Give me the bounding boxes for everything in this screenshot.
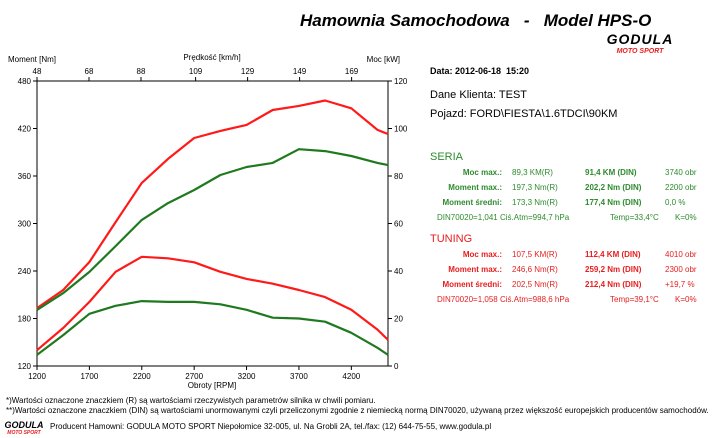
y2-tick-label: 0	[394, 362, 399, 371]
x-tick-label: 1700	[80, 372, 98, 381]
producer: Producent Hamowni: GODULA MOTO SPORT Nie…	[50, 422, 491, 431]
result-cell: 197,3 Nm(R)	[512, 183, 558, 192]
plot-frame	[36, 80, 389, 367]
result-cell: Moc max.:	[463, 168, 502, 177]
condition: Ciś.Atm=994,7 hPa	[500, 213, 570, 222]
result-cell: 4010 obr	[665, 250, 697, 259]
footer-logo-tagline: MOTO SPORT	[7, 430, 41, 436]
series-line	[36, 255, 389, 352]
y2-tick-label: 80	[394, 172, 403, 181]
result-cell: 2300 obr	[665, 265, 697, 274]
series-line	[36, 148, 389, 311]
x-tick-label: 4200	[342, 372, 360, 381]
result-cell: Moment średni:	[442, 280, 502, 289]
condition: Temp=33,4°C	[610, 213, 659, 222]
x2-tick-label: 88	[137, 67, 146, 76]
y2-tick-label: 60	[394, 220, 403, 229]
y-tick-label: 240	[18, 267, 32, 276]
x-tick-label: 2700	[185, 372, 203, 381]
y2-axis-title: Moc [kW]	[367, 55, 400, 64]
x-tick-label: 3200	[238, 372, 256, 381]
result-cell: Moc max.:	[463, 250, 502, 259]
result-cell: 0,0 %	[665, 198, 685, 207]
report-title: Hamownia Samochodowa - Model HPS-O	[300, 11, 651, 30]
series-line	[36, 300, 389, 356]
result-cell: 212,4 Nm (DIN)	[585, 280, 642, 289]
x-tick-label: 1200	[28, 372, 46, 381]
result-cell: 107,5 KM(R)	[512, 250, 558, 259]
result-cell: 3740 obr	[665, 168, 697, 177]
y2-tick-label: 20	[394, 315, 403, 324]
client: Dane Klienta: TEST	[430, 89, 527, 101]
condition: DIN70020=1,058	[437, 295, 498, 304]
y2-tick-label: 40	[394, 267, 403, 276]
logo-tagline: MOTO SPORT	[617, 48, 665, 55]
x2-tick-label: 149	[293, 67, 307, 76]
y-tick-label: 360	[18, 172, 32, 181]
y-tick-label: 300	[18, 220, 32, 229]
x2-tick-label: 169	[345, 67, 359, 76]
condition: K=0%	[675, 213, 697, 222]
result-cell: 91,4 KM (DIN)	[585, 168, 637, 177]
y2-tick-label: 100	[394, 125, 408, 134]
result-cell: 177,4 Nm (DIN)	[585, 198, 642, 207]
footer-logo-name: GODULA	[5, 420, 44, 430]
y-tick-label: 120	[18, 362, 32, 371]
condition: DIN70020=1,041	[437, 213, 498, 222]
x-tick-label: 2200	[133, 372, 151, 381]
logo-name: GODULA	[607, 31, 674, 47]
footnote: **)Wartości oznaczone znaczkiem (DIN) są…	[6, 406, 709, 415]
result-cell: 259,2 Nm (DIN)	[585, 265, 642, 274]
result-cell: Moment średni:	[442, 198, 502, 207]
result-cell: Moment max.:	[448, 265, 502, 274]
condition: K=0%	[675, 295, 697, 304]
result-cell: 202,2 Nm (DIN)	[585, 183, 642, 192]
condition: Ciś.Atm=988,6 hPa	[500, 295, 570, 304]
section-title: SERIA	[430, 151, 464, 163]
date: Data: 2012-06-18 15:20	[430, 66, 529, 76]
x2-tick-label: 48	[33, 67, 42, 76]
x-axis-title: Obroty [RPM]	[188, 381, 236, 390]
y2-tick-label: 120	[394, 77, 408, 86]
x2-tick-label: 129	[241, 67, 255, 76]
section-title: TUNING	[430, 233, 472, 245]
result-cell: +19,7 %	[665, 280, 695, 289]
result-cell: 246,6 Nm(R)	[512, 265, 558, 274]
result-cell: 89,3 KM(R)	[512, 168, 553, 177]
series-line	[36, 99, 389, 310]
condition: Temp=39,1°C	[610, 295, 659, 304]
result-cell: 2200 obr	[665, 183, 697, 192]
result-cell: 202,5 Nm(R)	[512, 280, 558, 289]
result-cell: 173,3 Nm(R)	[512, 198, 558, 207]
y-tick-label: 420	[18, 125, 32, 134]
result-cell: Moment max.:	[448, 183, 502, 192]
x-tick-label: 3700	[290, 372, 308, 381]
x2-tick-label: 109	[189, 67, 203, 76]
y-tick-label: 480	[18, 77, 32, 86]
result-cell: 112,4 KM (DIN)	[585, 250, 641, 259]
x2-tick-label: 68	[85, 67, 94, 76]
footnote: *)Wartości oznaczone znaczkiem (R) są wa…	[6, 396, 376, 405]
x2-axis-title: Prędkość [km/h]	[183, 53, 240, 62]
y-tick-label: 180	[18, 315, 32, 324]
vehicle: Pojazd: FORD\FIESTA\1.6TDCI\90KM	[430, 108, 617, 120]
y-axis-title: Moment [Nm]	[8, 55, 56, 64]
